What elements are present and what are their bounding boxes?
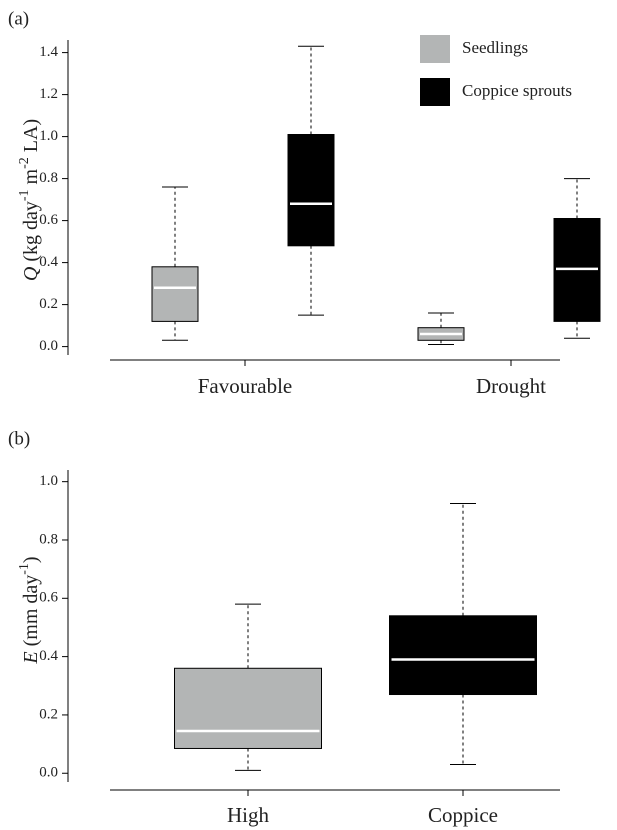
panel-label: (a) — [8, 8, 29, 29]
y-label-part: (kg day — [20, 201, 42, 267]
y-axis-label: Q (kg day-1 m-2 LA) — [17, 119, 42, 281]
y-label-part: LA) — [20, 119, 42, 157]
y-tick-label: 0.8 — [39, 531, 58, 547]
y-label-part: E — [20, 651, 42, 664]
y-label-part: -1 — [17, 563, 32, 575]
y-tick-label: 0.4 — [39, 254, 58, 270]
x-tick-label: Favourable — [198, 374, 292, 398]
legend-swatch — [420, 35, 450, 63]
y-tick-label: 0.6 — [39, 212, 58, 228]
y-tick-label: 1.4 — [39, 44, 58, 60]
y-tick-label: 0.6 — [39, 590, 58, 606]
legend-swatch — [420, 78, 450, 106]
box — [389, 615, 537, 696]
y-label-part: (mm day — [20, 575, 42, 652]
y-label-part: -2 — [17, 157, 32, 169]
y-label-part: ) — [20, 556, 42, 563]
legend-label: Coppice sprouts — [462, 81, 572, 100]
x-tick-label: High — [227, 803, 270, 827]
y-tick-label: 0.0 — [39, 765, 58, 781]
box — [287, 134, 335, 247]
box — [174, 667, 322, 749]
y-label-part: -1 — [17, 189, 32, 201]
x-tick-label: Drought — [476, 374, 546, 398]
y-tick-label: 0.2 — [39, 296, 58, 312]
y-label-part: m — [20, 168, 42, 189]
y-tick-label: 0.8 — [39, 170, 58, 186]
x-tick-label: Coppice — [428, 803, 498, 827]
y-tick-label: 0.4 — [39, 648, 58, 664]
box — [151, 266, 199, 322]
y-tick-label: 0.2 — [39, 706, 58, 722]
y-label-part: Q — [20, 266, 42, 281]
y-tick-label: 1.0 — [39, 128, 58, 144]
y-axis-label: E (mm day-1) — [17, 556, 42, 664]
y-tick-label: 1.0 — [39, 473, 58, 489]
legend-label: Seedlings — [462, 38, 528, 57]
y-tick-label: 1.2 — [39, 86, 58, 102]
panel-label: (b) — [8, 428, 30, 449]
y-tick-label: 0.0 — [39, 338, 58, 354]
